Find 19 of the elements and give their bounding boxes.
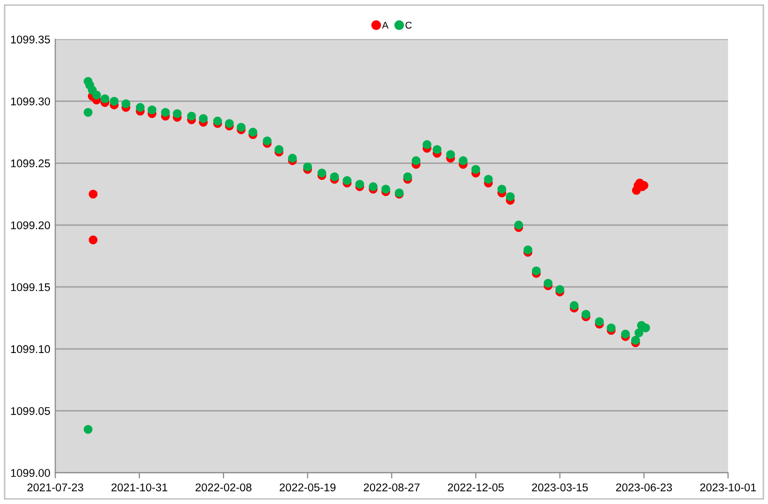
y-tick-label: 1099.05 — [11, 407, 50, 415]
x-tick-label: 2022-08-27 — [364, 483, 420, 492]
y-tick-label: 1099.35 — [11, 36, 50, 44]
y-tick-label: 1099.10 — [11, 345, 50, 354]
x-tick-label: 2023-06-23 — [616, 483, 672, 492]
y-tick-label: 1099.00 — [11, 469, 50, 477]
y-tick-label: 1099.25 — [11, 159, 50, 168]
y-tick-label: 1099.15 — [11, 283, 50, 292]
x-tick-label: 2021-10-31 — [112, 483, 168, 492]
x-tick-label: 2022-12-05 — [448, 483, 504, 492]
legend-label: C — [406, 22, 412, 29]
x-tick-label: 2023-10-01 — [700, 483, 756, 492]
x-tick-label: 2021-07-23 — [27, 483, 84, 492]
x-tick-label: 2022-02-08 — [196, 483, 252, 492]
x-tick-label: 2022-05-19 — [280, 483, 336, 492]
y-tick-label: 1099.20 — [11, 221, 50, 230]
legend-label: A — [382, 22, 388, 29]
x-tick-label: 2023-03-15 — [532, 483, 588, 492]
y-tick-label: 1099.30 — [11, 98, 50, 106]
